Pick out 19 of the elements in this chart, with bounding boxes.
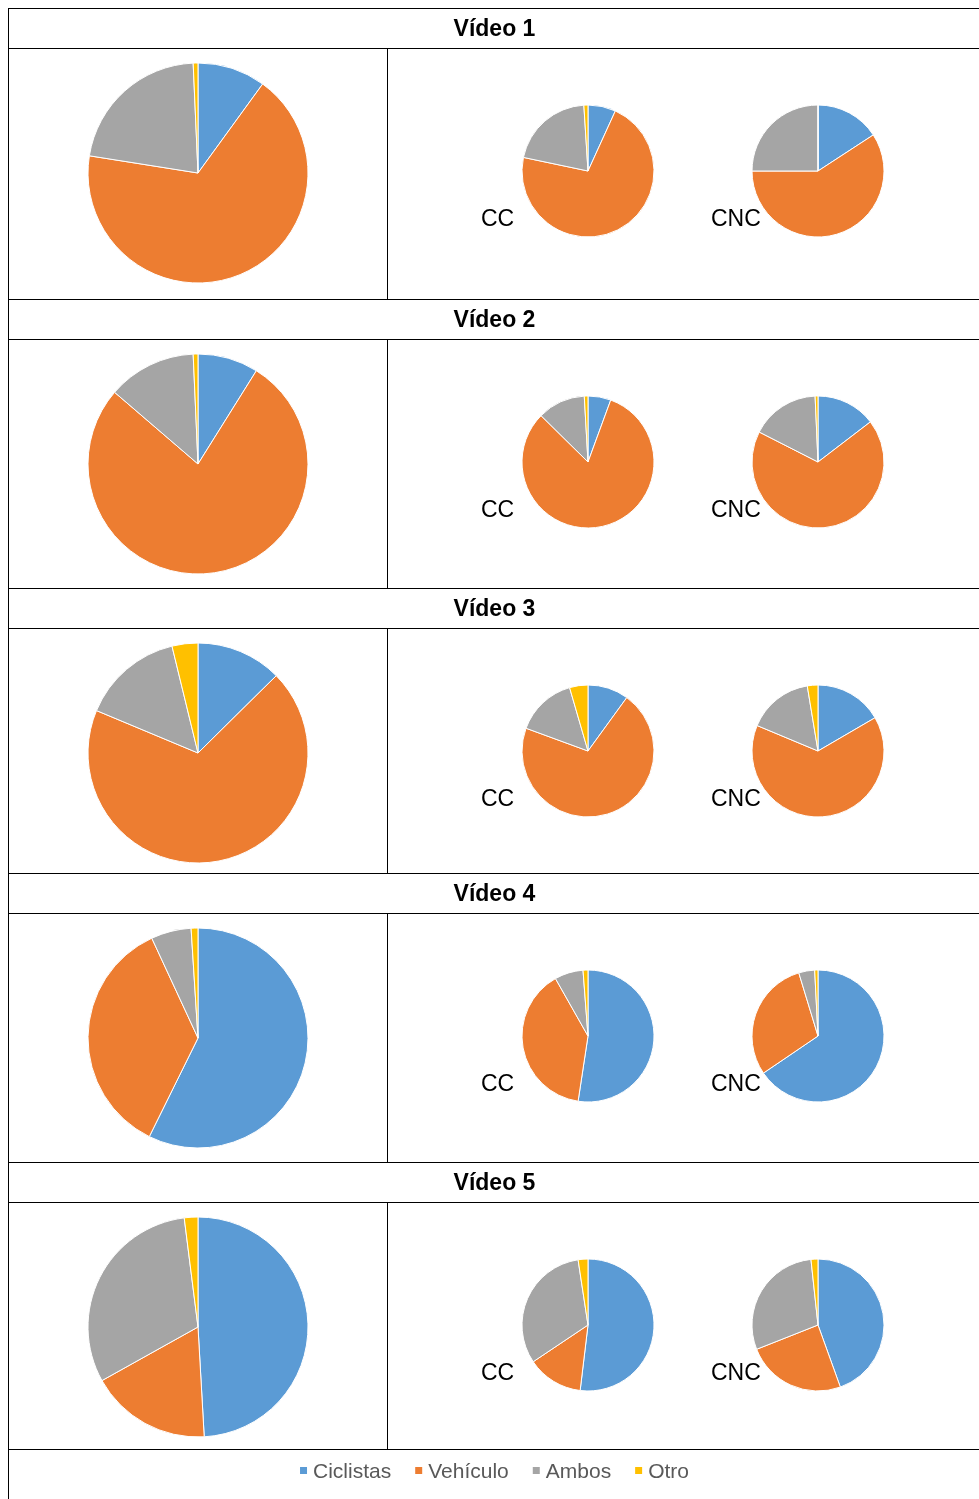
text: CC — [481, 495, 515, 522]
text: CC — [481, 204, 515, 231]
text: CNC — [711, 204, 761, 231]
text: CNC — [711, 495, 761, 522]
legend-label: Otro — [648, 1459, 689, 1482]
text: Vídeo 3 — [9, 589, 979, 629]
text: Vídeo 4 — [9, 874, 979, 914]
legend-label: Vehículo — [428, 1459, 509, 1482]
legend-label: Ambos — [545, 1459, 612, 1482]
text: CNC — [711, 1069, 761, 1096]
text: CC — [481, 784, 515, 811]
legend-label: Ciclistas — [313, 1459, 392, 1482]
text: CNC — [711, 1358, 761, 1385]
text: Vídeo 1 — [9, 9, 979, 49]
text: CC — [481, 1069, 515, 1096]
text: CC — [481, 1358, 515, 1385]
text: CNC — [711, 784, 761, 811]
text: Vídeo 5 — [9, 1163, 979, 1203]
text: Vídeo 2 — [9, 300, 979, 340]
